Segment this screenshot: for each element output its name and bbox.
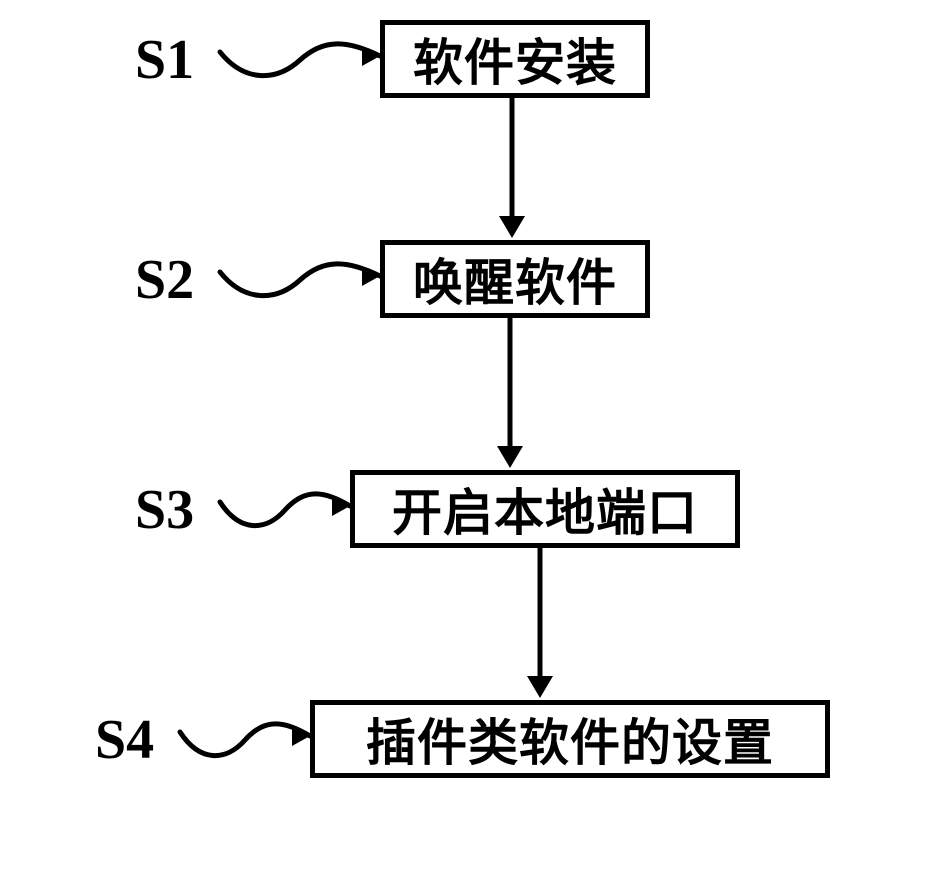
node-s3: 开启本地端口 [350,470,740,548]
node-s1-label: 软件安装 [413,23,617,95]
step-label-s2: S2 [135,248,194,312]
node-s4: 插件类软件的设置 [310,700,830,778]
node-s4-label: 插件类软件的设置 [366,703,774,775]
node-s2: 唤醒软件 [380,240,650,318]
node-s1: 软件安装 [380,20,650,98]
node-s3-label: 开启本地端口 [392,473,698,545]
flowchart-canvas: 软件安装 唤醒软件 开启本地端口 插件类软件的设置 S1 S2 S3 S4 [0,0,935,880]
step-label-s4: S4 [95,708,154,772]
node-s2-label: 唤醒软件 [413,243,617,315]
step-label-s1: S1 [135,28,194,92]
step-label-s3: S3 [135,478,194,542]
